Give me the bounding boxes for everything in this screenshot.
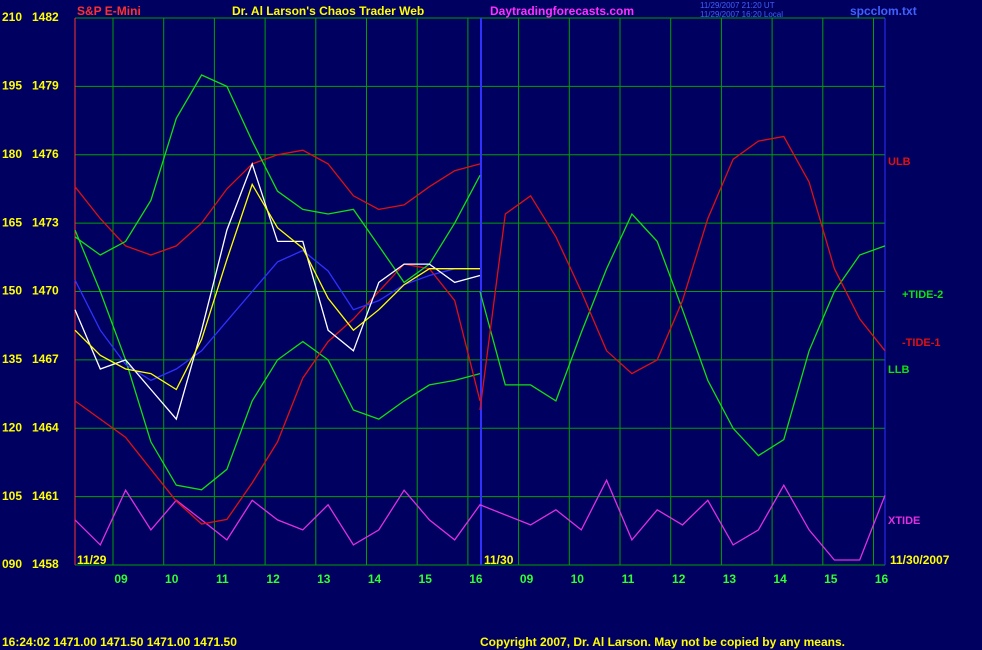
series-line <box>479 212 886 457</box>
y-tick-label: 105 <box>2 489 22 503</box>
series-line <box>74 182 480 391</box>
file: spcclom.txt <box>850 4 917 18</box>
y-tick-label: 135 <box>2 352 22 366</box>
y-tick-label: 150 <box>2 284 22 298</box>
x-tick-label: 09 <box>114 572 128 586</box>
series-line <box>479 135 886 411</box>
time-local: 11/29/2007 16:20 Local <box>700 10 783 19</box>
x-tick-label: 16 <box>469 572 483 586</box>
x-tick-label: 10 <box>571 572 585 586</box>
x-tick-label: 16 <box>875 572 889 586</box>
x-tick-label: 10 <box>165 572 179 586</box>
title: Dr. Al Larson's Chaos Trader Web <box>232 4 424 18</box>
series-line <box>74 161 481 421</box>
time-ut: 11/29/2007 21:20 UT <box>700 1 775 10</box>
date-label: 11/30 <box>484 553 514 567</box>
y2-tick-label: 1479 <box>32 79 59 93</box>
x-tick-label: 15 <box>419 572 433 586</box>
x-tick-label: 15 <box>824 572 838 586</box>
date-label: 11/30/2007 <box>890 553 950 567</box>
quote: 16:24:02 1471.00 1471.50 1471.00 1471.50 <box>2 635 237 649</box>
series-line <box>74 249 480 382</box>
y-tick-label: 090 <box>2 557 22 571</box>
y2-tick-label: 1461 <box>32 489 59 503</box>
y2-tick-label: 1476 <box>32 147 59 161</box>
y2-tick-label: 1464 <box>32 420 59 434</box>
y-tick-label: 210 <box>2 10 22 24</box>
legend-label: +TIDE-2 <box>902 289 943 301</box>
copyright: Copyright 2007, Dr. Al Larson. May not b… <box>480 635 845 649</box>
legend-label: LLB <box>888 364 909 376</box>
legend-label: XTIDE <box>888 515 920 527</box>
y2-tick-label: 1470 <box>32 284 59 298</box>
symbol: S&P E-Mini <box>77 4 141 18</box>
series-line <box>74 478 886 561</box>
y-tick-label: 195 <box>2 79 22 93</box>
y2-tick-label: 1458 <box>32 557 59 571</box>
x-tick-label: 09 <box>520 572 534 586</box>
legend-label: ULB <box>888 156 911 168</box>
y-tick-label: 180 <box>2 147 22 161</box>
series-line <box>74 263 481 525</box>
x-tick-label: 14 <box>368 572 382 586</box>
y2-tick-label: 1482 <box>32 10 59 24</box>
y-tick-label: 165 <box>2 215 22 229</box>
y2-tick-label: 1467 <box>32 352 59 366</box>
x-tick-label: 12 <box>266 572 280 586</box>
x-tick-label: 13 <box>317 572 331 586</box>
x-tick-label: 11 <box>622 572 635 586</box>
series-line <box>74 74 481 284</box>
legend-label: -TIDE-1 <box>902 337 941 349</box>
site: Daytradingforecasts.com <box>490 4 634 18</box>
date-label: 11/29 <box>77 553 107 567</box>
x-tick-label: 11 <box>216 572 229 586</box>
x-tick-label: 13 <box>723 572 737 586</box>
y2-tick-label: 1473 <box>32 215 59 229</box>
x-tick-label: 14 <box>773 572 787 586</box>
series-line <box>74 149 481 256</box>
series-line <box>74 229 481 491</box>
y-tick-label: 120 <box>2 420 22 434</box>
x-tick-label: 12 <box>672 572 686 586</box>
